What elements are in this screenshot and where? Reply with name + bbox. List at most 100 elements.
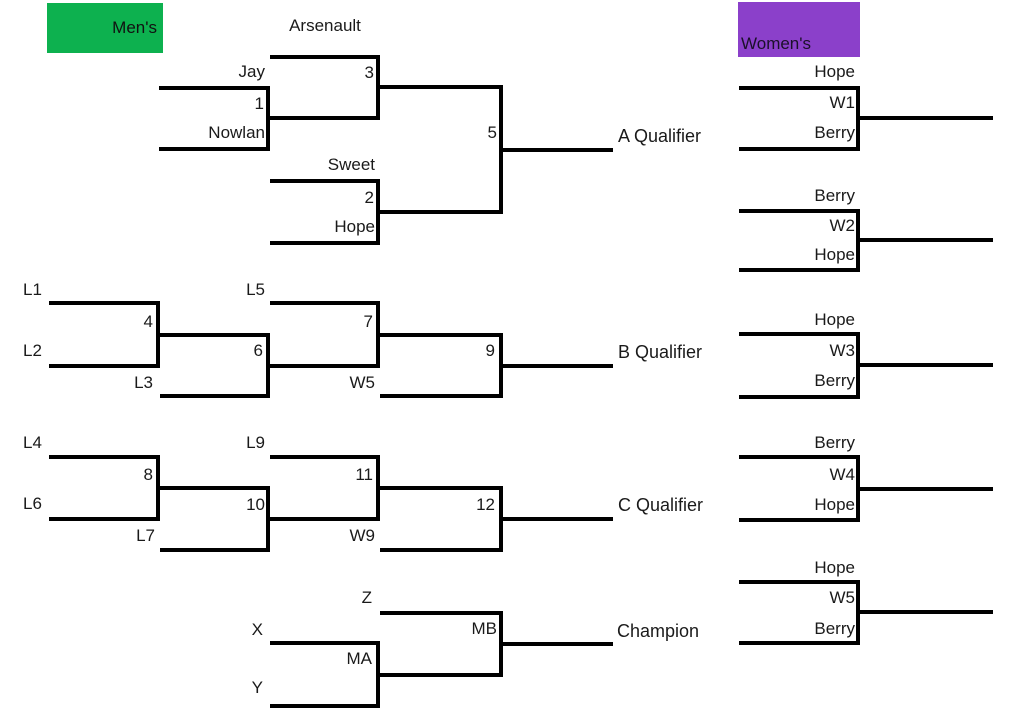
w3-top-player: Hope	[814, 310, 855, 329]
w4-bracket-hline	[739, 518, 860, 522]
match-3-bracket-vline	[376, 55, 380, 120]
match-6-bracket-vline	[266, 333, 270, 398]
c-qualifier-label: C Qualifier	[618, 495, 704, 515]
player-sweet: Sweet	[327, 155, 375, 174]
match-11-bracket-hline	[270, 455, 380, 459]
slot-l2: L2	[23, 341, 42, 360]
w3-bracket-hline	[739, 395, 860, 399]
match-2-bracket-hline	[380, 210, 503, 214]
w2-bottom-player: Hope	[814, 245, 855, 264]
a-qualifier-label: A Qualifier	[618, 126, 702, 146]
match-8-number: 8	[143, 465, 153, 484]
match-7-bracket-hline	[270, 301, 380, 305]
match-11-bracket-hline	[380, 486, 503, 490]
match-10-number: 10	[246, 495, 265, 514]
match-4-number: 4	[143, 312, 153, 331]
match-ma-bracket-vline	[376, 641, 380, 708]
champion-label: Champion	[617, 621, 700, 641]
w5-match-number: W5	[829, 588, 856, 607]
w2-top-player: Berry	[814, 186, 855, 205]
w5-bottom-player: Berry	[814, 619, 855, 638]
match-7-bracket-vline	[376, 301, 380, 368]
slot-z: Z	[361, 588, 372, 607]
match-1-bracket-hline	[270, 116, 380, 120]
slot-l5: L5	[246, 280, 265, 299]
w3-bottom-player: Berry	[814, 371, 855, 390]
match-12-bracket-vline	[499, 486, 503, 552]
match-1-bracket-vline	[266, 86, 270, 151]
match-mb-bracket-hline	[503, 642, 613, 646]
match-4-bracket-hline	[160, 333, 270, 337]
slot-x: X	[251, 620, 263, 639]
match-2-bracket-hline	[270, 179, 380, 183]
match-9-bracket-vline	[499, 333, 503, 398]
w2-bracket-vline	[856, 209, 860, 272]
slot-l6: L6	[23, 494, 42, 513]
match-mb-bracket-vline	[499, 611, 503, 677]
w2-bracket-hline	[860, 238, 993, 242]
player-arsenault: Arsenault	[289, 16, 361, 35]
slot-y: Y	[251, 678, 263, 697]
match-1-bracket-hline	[159, 147, 270, 151]
match-8-bracket-hline	[49, 455, 160, 459]
slot-l3: L3	[134, 373, 153, 392]
w1-match-number: W1	[829, 93, 856, 112]
match-9-bracket-hline	[380, 394, 503, 398]
w1-top-player: Hope	[814, 62, 855, 81]
match-10-bracket-hline	[160, 548, 270, 552]
match-5-bracket-vline	[499, 85, 503, 214]
player-hope-mens: Hope	[334, 217, 375, 236]
match-8-bracket-hline	[49, 517, 160, 521]
match-5-bracket-hline	[503, 148, 613, 152]
match-1-number: 1	[254, 94, 264, 113]
match-3-bracket-hline	[380, 85, 503, 89]
mens-header-label: Men's	[112, 18, 157, 37]
match-6-bracket-hline	[160, 394, 270, 398]
w3-bracket-hline	[860, 363, 993, 367]
match-12-number: 12	[476, 495, 495, 514]
womens-header-label: Women's	[741, 34, 812, 53]
w4-match-number: W4	[829, 465, 856, 484]
match-7-number: 7	[363, 312, 373, 331]
slot-l7: L7	[136, 526, 155, 545]
w5-bracket-vline	[856, 580, 860, 645]
w3-bracket-hline	[739, 332, 860, 336]
slot-l1: L1	[23, 280, 42, 299]
mens-section-header: Men's	[47, 3, 163, 53]
match-10-bracket-vline	[266, 486, 270, 552]
w5-top-player: Hope	[814, 558, 855, 577]
match-12-bracket-hline	[503, 517, 613, 521]
match-2-bracket-hline	[270, 241, 380, 245]
w1-bracket-hline	[739, 147, 860, 151]
w4-bracket-hline	[739, 455, 860, 459]
match-6-bracket-hline	[270, 364, 380, 368]
w4-top-player: Berry	[814, 433, 855, 452]
w1-bracket-hline	[860, 116, 993, 120]
w4-bottom-player: Hope	[814, 495, 855, 514]
w5-bracket-hline	[860, 610, 993, 614]
w2-match-number: W2	[829, 216, 856, 235]
match-3-number: 3	[364, 63, 374, 82]
match-9-number: 9	[485, 341, 495, 360]
match-9-bracket-hline	[503, 364, 613, 368]
match-1-bracket-hline	[159, 86, 270, 90]
w4-bracket-hline	[860, 487, 993, 491]
match-4-bracket-vline	[156, 301, 160, 368]
match-8-bracket-hline	[160, 486, 270, 490]
match-7-bracket-hline	[380, 333, 503, 337]
slot-l4: L4	[23, 433, 42, 452]
match-8-bracket-vline	[156, 455, 160, 521]
match-5-number: 5	[487, 123, 497, 142]
match-4-bracket-hline	[49, 364, 160, 368]
w2-bracket-hline	[739, 209, 860, 213]
match-6-number: 6	[253, 341, 263, 360]
player-nowlan: Nowlan	[208, 123, 265, 142]
slot-w5: W5	[349, 373, 376, 392]
w2-bracket-hline	[739, 268, 860, 272]
player-jay: Jay	[238, 62, 265, 81]
w1-bottom-player: Berry	[814, 123, 855, 142]
match-3-bracket-hline	[270, 55, 380, 59]
match-2-number: 2	[364, 188, 374, 207]
match-12-bracket-hline	[380, 548, 503, 552]
